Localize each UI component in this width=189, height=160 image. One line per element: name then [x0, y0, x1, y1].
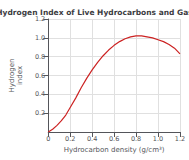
svg-text:Hydrogen Index of Live Hydroca: Hydrogen Index of Live Hydrocarbons and …: [0, 8, 189, 17]
svg-text:Hydrogen: Hydrogen: [8, 58, 16, 92]
svg-text:0.8: 0.8: [131, 135, 141, 143]
svg-text:1.2: 1.2: [175, 135, 185, 143]
svg-text:1.0: 1.0: [35, 34, 45, 42]
svg-text:0.2: 0.2: [65, 135, 75, 143]
svg-text:0.4: 0.4: [35, 90, 45, 98]
svg-text:0.6: 0.6: [109, 135, 119, 143]
svg-text:0.6: 0.6: [35, 72, 45, 80]
svg-text:0.4: 0.4: [87, 135, 97, 143]
svg-text:Hydrocarbon density (g/cm³): Hydrocarbon density (g/cm³): [64, 146, 165, 154]
svg-text:index: index: [16, 66, 24, 85]
svg-text:0: 0: [46, 135, 50, 143]
svg-text:1.2: 1.2: [34, 15, 46, 23]
svg-text:0.2: 0.2: [35, 109, 45, 117]
svg-text:0.8: 0.8: [35, 53, 45, 61]
svg-text:1.0: 1.0: [153, 135, 163, 143]
